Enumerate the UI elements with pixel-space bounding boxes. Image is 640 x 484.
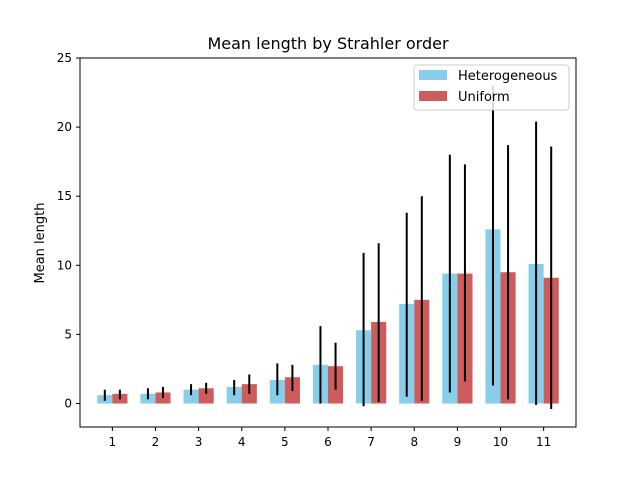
x-tick-label: 1 bbox=[109, 435, 117, 449]
x-tick-label: 2 bbox=[152, 435, 160, 449]
x-tick-label: 6 bbox=[324, 435, 332, 449]
x-tick-label: 4 bbox=[238, 435, 246, 449]
x-tick-label: 9 bbox=[454, 435, 462, 449]
y-axis: 0 5 10 15 20 25 bbox=[57, 51, 80, 411]
bars-layer bbox=[97, 229, 559, 404]
legend-label-heterogeneous: Heterogeneous bbox=[458, 69, 558, 84]
bar-heterogeneous-4 bbox=[226, 386, 242, 404]
y-axis-label: Mean length bbox=[33, 203, 48, 284]
bar-heterogeneous-3 bbox=[183, 389, 199, 404]
y-tick-label: 20 bbox=[57, 120, 72, 134]
bar-uniform-3 bbox=[198, 388, 214, 404]
x-axis: 1 2 3 4 5 6 7 8 9 10 11 bbox=[109, 427, 551, 449]
legend-swatch-uniform bbox=[419, 91, 447, 101]
error-bars-layer bbox=[103, 85, 553, 410]
chart-title: Mean length by Strahler order bbox=[207, 34, 448, 53]
legend-label-uniform: Uniform bbox=[458, 90, 510, 105]
legend: Heterogeneous Uniform bbox=[413, 64, 570, 111]
y-tick-label: 5 bbox=[64, 327, 72, 341]
y-tick-label: 0 bbox=[64, 397, 72, 411]
bar-uniform-4 bbox=[241, 384, 257, 404]
x-tick-label: 8 bbox=[410, 435, 418, 449]
x-tick-label: 11 bbox=[536, 435, 551, 449]
x-tick-label: 10 bbox=[493, 435, 508, 449]
y-tick-label: 25 bbox=[57, 51, 72, 65]
y-tick-label: 10 bbox=[57, 258, 72, 272]
x-tick-label: 3 bbox=[195, 435, 203, 449]
legend-swatch-heterogeneous bbox=[419, 70, 447, 80]
y-tick-label: 15 bbox=[57, 189, 72, 203]
x-tick-label: 7 bbox=[367, 435, 375, 449]
legend-box bbox=[413, 64, 570, 111]
x-tick-label: 5 bbox=[281, 435, 289, 449]
